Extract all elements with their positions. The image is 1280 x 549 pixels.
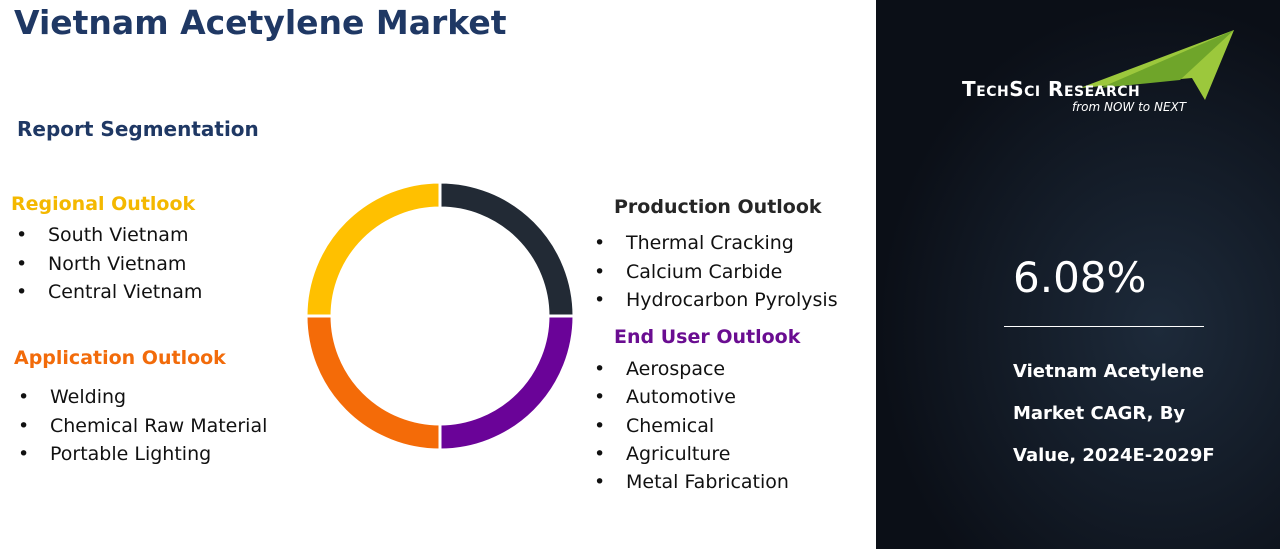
donut-quarter — [304, 180, 442, 318]
segment-item: Portable Lighting — [50, 443, 212, 465]
stat-value: 6.08% — [1013, 253, 1147, 302]
stat-description: Value, 2024E-2029F — [1013, 445, 1215, 466]
segment-item: Chemical Raw Material — [50, 414, 268, 437]
bullet: • — [594, 442, 606, 465]
bullet: • — [594, 260, 606, 283]
bullet: • — [16, 252, 28, 275]
segment-item: Welding — [50, 386, 127, 408]
segment-heading: Production Outlook — [614, 196, 822, 218]
bullet: • — [594, 358, 606, 380]
title: Vietnam Acetylene Market — [14, 3, 507, 42]
segment-item: North Vietnam — [48, 252, 187, 275]
bullet: • — [18, 386, 30, 408]
bullet: • — [16, 224, 28, 246]
segment-item: Thermal Cracking — [626, 232, 794, 254]
bullet: • — [594, 289, 606, 311]
donut — [304, 180, 576, 452]
segment-item: South Vietnam — [48, 224, 189, 246]
stat-description: Vietnam Acetylene — [1013, 361, 1205, 382]
segment-item: Hydrocarbon Pyrolysis — [626, 289, 838, 311]
donut-quarter — [438, 180, 576, 318]
bullet: • — [594, 414, 606, 437]
divider — [1004, 326, 1204, 327]
segment-item: Aerospace — [626, 358, 726, 380]
logo-tagline: from NOW to NEXT — [1072, 100, 1187, 114]
bullet: • — [18, 443, 30, 465]
logo-name: TechSci Research — [962, 77, 1141, 101]
donut-quarter — [438, 314, 576, 452]
side-panel — [876, 0, 1280, 549]
bullet: • — [16, 281, 28, 303]
bullet: • — [594, 471, 606, 494]
logo-mark — [1080, 30, 1234, 100]
segment-item: Central Vietnam — [48, 281, 203, 303]
bullet: • — [594, 386, 606, 409]
segment-heading: Application Outlook — [14, 347, 226, 369]
segment-item: Chemical — [626, 414, 715, 437]
bullet: • — [594, 232, 606, 254]
subtitle: Report Segmentation — [17, 117, 259, 141]
segment-heading: Regional Outlook — [11, 193, 196, 215]
segment-heading: End User Outlook — [614, 326, 801, 348]
segment-item: Agriculture — [626, 442, 731, 465]
segment-item: Metal Fabrication — [626, 471, 789, 494]
bullet: • — [18, 414, 30, 437]
segment-item: Calcium Carbide — [626, 260, 783, 283]
donut-quarter — [304, 314, 442, 452]
segment-item: Automotive — [626, 386, 736, 409]
stat-description: Market CAGR, By — [1013, 403, 1186, 424]
